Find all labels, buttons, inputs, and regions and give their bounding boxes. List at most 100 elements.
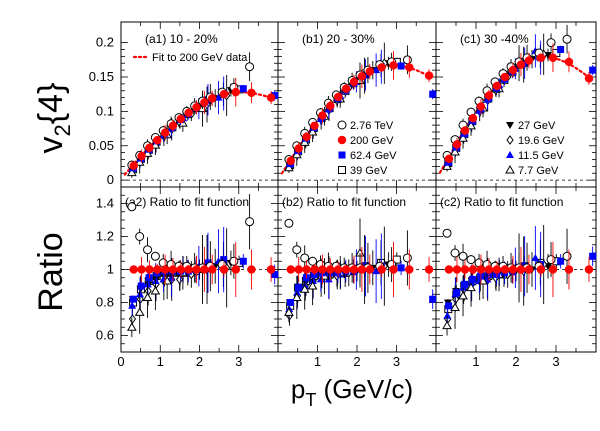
data-point [492, 265, 502, 274]
data-point [143, 245, 153, 255]
legend-item-label: 2.76 TeV [350, 120, 394, 132]
data-point [291, 292, 302, 302]
data-point [245, 62, 255, 72]
y-tick-labels: 0 0.05 0.1 0.15 0.2 0.6 0.8 1 1.2 1.4 [89, 35, 114, 343]
data-point [341, 265, 351, 274]
data-point [239, 85, 247, 93]
y-tick-label-top: 0 [107, 172, 114, 187]
data-point [546, 38, 556, 48]
y-tick-label-top: 0.2 [96, 35, 114, 50]
data-point [589, 66, 597, 74]
data-point [458, 133, 468, 142]
legend-fit: Fit to 200 GeV data [132, 52, 248, 64]
data-point [424, 71, 434, 80]
legend-marker [505, 164, 515, 174]
legend-item-label: 27 GeV [518, 120, 556, 132]
data-point [557, 46, 565, 53]
data-point [176, 265, 186, 274]
data-point [284, 307, 294, 316]
data-point [524, 265, 534, 274]
data-point [160, 128, 170, 137]
data-point [564, 57, 574, 67]
data-point [245, 217, 255, 227]
data-point [562, 34, 572, 44]
data-point [450, 146, 460, 156]
data-point [461, 280, 469, 288]
data-point [207, 94, 217, 103]
data-point [508, 265, 518, 274]
data-point [500, 72, 510, 82]
data-point [326, 101, 335, 111]
data-point [357, 265, 367, 274]
panel-label-c1: (c1) 30 -40% [460, 32, 529, 46]
data-point [160, 265, 170, 274]
legend-marker [506, 135, 514, 145]
data-point [469, 275, 477, 283]
y-tick-label-top: 0.15 [89, 69, 114, 84]
data-point [500, 265, 510, 274]
y-tick-label-bottom: 1.4 [96, 196, 114, 211]
data-point [286, 156, 296, 166]
data-point [531, 253, 540, 261]
bottom-y-axis-title: Ratio [32, 232, 70, 311]
data-point [468, 114, 478, 123]
data-point [524, 56, 534, 65]
data-point [365, 67, 375, 76]
data-point [284, 162, 294, 172]
data-point [299, 137, 310, 146]
x-tick-labels: 0 1 2 3 1 2 3 1 2 3 [117, 354, 559, 369]
data-point [333, 265, 343, 274]
panel-frame-top [277, 21, 437, 188]
data-point [300, 253, 310, 263]
data-point [548, 265, 558, 274]
legend-marker [337, 120, 347, 130]
data-point [229, 256, 239, 266]
data-point [349, 265, 359, 274]
data-point [444, 154, 454, 164]
y-title-main: v [32, 136, 70, 153]
data-point [231, 87, 241, 97]
data-point [284, 218, 294, 228]
data-point [466, 120, 476, 130]
data-point [372, 267, 381, 275]
panel-label-a2: (a2) Ratio to fit function [125, 195, 249, 209]
data-point [142, 292, 153, 302]
legend-marker [506, 122, 514, 129]
data-point [453, 289, 461, 297]
data-point [247, 88, 256, 98]
data-point [129, 161, 138, 170]
data-point [135, 232, 145, 241]
data-point [536, 53, 546, 62]
data-point [137, 282, 145, 290]
x-title-main: p [291, 374, 305, 404]
panel-label-a1: (a1) 10 - 20% [145, 32, 218, 46]
data-point [357, 72, 367, 81]
data-point [458, 290, 468, 300]
legend-item-label: 39 GeV [350, 165, 388, 177]
data-point [424, 265, 434, 274]
data-point [145, 143, 154, 153]
data-point [176, 114, 186, 124]
data-point [168, 265, 178, 274]
y-tick-label-top: 0.1 [96, 103, 114, 118]
data-point [377, 63, 386, 72]
data-point [318, 111, 327, 120]
data-point [468, 265, 478, 274]
data-point [402, 253, 412, 263]
x-tick-label: 2 [353, 354, 360, 369]
data-point [153, 265, 162, 274]
data-point [192, 265, 201, 274]
data-point [247, 265, 256, 274]
data-point [589, 252, 597, 260]
data-point [128, 314, 137, 324]
data-point [516, 60, 526, 69]
data-point [546, 255, 556, 265]
x-axis-title: pT (GeV/c) [291, 374, 413, 410]
x-tick-label: 2 [512, 354, 519, 369]
data-point [302, 132, 311, 142]
x-title-unit: (GeV/c) [316, 374, 413, 404]
data-point [564, 265, 574, 274]
data-point [318, 265, 327, 274]
top-y-axis-title: v2{4} [32, 83, 75, 154]
